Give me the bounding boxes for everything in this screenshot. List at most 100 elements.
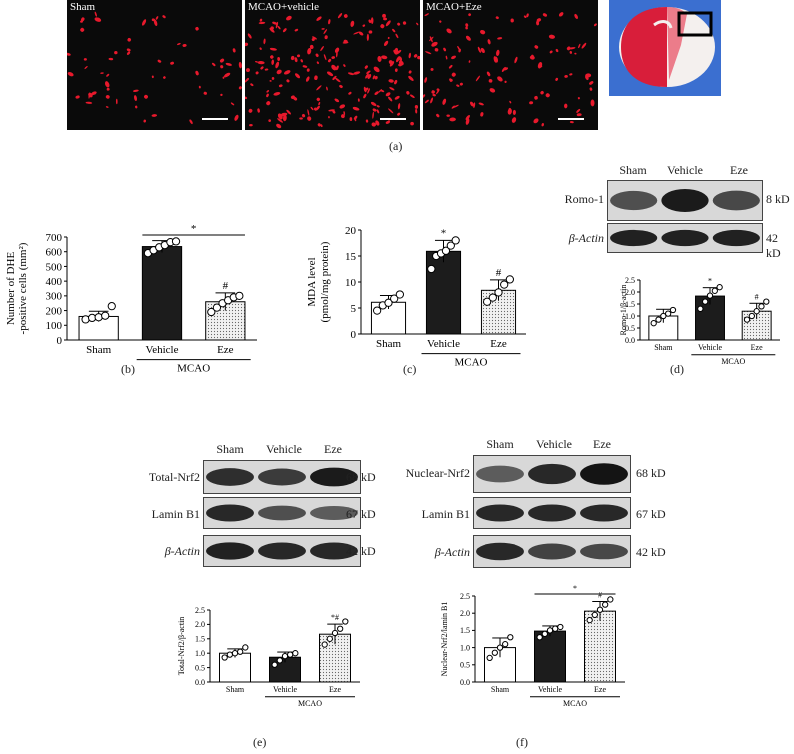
dhe-dot bbox=[385, 92, 391, 97]
dhe-dot bbox=[431, 41, 438, 47]
dhe-dot bbox=[153, 19, 158, 26]
dhe-dot bbox=[388, 108, 394, 114]
blot-strip-actin bbox=[203, 535, 361, 567]
data-point bbox=[390, 294, 399, 303]
blot-strip-nuclear-nrf2 bbox=[473, 455, 631, 493]
dhe-dot bbox=[365, 119, 369, 123]
chart-c: 0 5 10 15 20 MDA level (pmol/mg protein) Sham * V… bbox=[306, 225, 526, 369]
dhe-dot bbox=[277, 57, 281, 61]
dhe-dot bbox=[334, 98, 340, 103]
dhe-dot bbox=[365, 73, 369, 79]
blot-strip-actin bbox=[473, 535, 631, 568]
dhe-dot bbox=[266, 101, 271, 106]
dhe-dot bbox=[486, 71, 491, 77]
dhe-dot bbox=[487, 39, 491, 45]
dhe-dot bbox=[258, 21, 266, 25]
data-point bbox=[483, 297, 492, 306]
data-point bbox=[763, 298, 770, 305]
blot-band bbox=[528, 543, 576, 560]
dhe-dot bbox=[259, 18, 263, 22]
dhe-dot bbox=[269, 47, 277, 51]
y-tick-label: 0 bbox=[351, 329, 357, 341]
data-point bbox=[748, 312, 755, 320]
data-point bbox=[281, 652, 289, 660]
dhe-dot bbox=[512, 109, 516, 115]
data-point bbox=[235, 291, 244, 300]
blot-kd-label: 42 kD bbox=[346, 544, 376, 558]
dhe-dot bbox=[294, 73, 301, 79]
dhe-dot bbox=[195, 70, 199, 76]
dhe-dot bbox=[488, 79, 493, 83]
y-tick-label: 1.0 bbox=[460, 643, 470, 652]
dhe-dot bbox=[334, 47, 340, 53]
dhe-dot bbox=[290, 95, 295, 99]
blot-row-label: Nuclear-Nrf2 bbox=[405, 466, 470, 480]
dhe-dot bbox=[134, 105, 138, 109]
scale-bar bbox=[202, 118, 228, 120]
dhe-dot bbox=[259, 47, 262, 50]
blot-band bbox=[310, 505, 358, 521]
y-tick-label: 2.0 bbox=[625, 288, 635, 297]
data-point bbox=[697, 305, 704, 312]
dhe-dot bbox=[397, 22, 401, 26]
data-point bbox=[276, 657, 283, 664]
bar bbox=[219, 652, 251, 683]
panel-letter-e: (e) bbox=[253, 735, 267, 749]
dhe-dot bbox=[276, 69, 282, 75]
dhe-dot bbox=[465, 26, 468, 30]
dhe-dot bbox=[255, 71, 259, 75]
dhe-dot bbox=[126, 51, 131, 55]
data-point bbox=[441, 246, 451, 255]
dhe-dot bbox=[250, 83, 254, 87]
dhe-dot bbox=[415, 109, 418, 114]
western-blot-d: Sham Vehicle Eze Romo-1 8 kD β-Actin 42 … bbox=[552, 160, 794, 260]
dhe-dot bbox=[266, 90, 270, 93]
dhe-dot bbox=[465, 114, 470, 121]
blot-strip-actin bbox=[607, 223, 763, 253]
data-point bbox=[669, 306, 677, 314]
dhe-dot bbox=[496, 49, 500, 57]
dhe-dot bbox=[367, 88, 370, 94]
dhe-dot bbox=[323, 29, 328, 35]
x-tick-label: Vehicle bbox=[146, 344, 179, 356]
dhe-dot bbox=[468, 60, 471, 63]
data-point bbox=[107, 302, 116, 311]
dhe-dot bbox=[305, 76, 310, 82]
dhe-dot bbox=[395, 33, 399, 39]
data-point bbox=[753, 308, 760, 315]
dhe-dot bbox=[316, 16, 322, 21]
dhe-dot bbox=[316, 61, 319, 65]
y-tick-label: 1.5 bbox=[195, 635, 205, 644]
x-tick-label: Eze bbox=[217, 344, 234, 356]
dhe-dot bbox=[382, 13, 386, 18]
data-point bbox=[541, 630, 548, 637]
dhe-dot bbox=[478, 102, 484, 106]
dhe-dot bbox=[151, 114, 158, 117]
data-point bbox=[660, 312, 667, 320]
data-point bbox=[602, 601, 609, 608]
data-point bbox=[287, 651, 294, 658]
dhe-dot bbox=[380, 89, 385, 93]
blot-kd-label: 67 kD bbox=[636, 507, 666, 521]
dhe-dot bbox=[362, 24, 366, 27]
dhe-dot bbox=[581, 42, 587, 49]
significance-mark: * bbox=[573, 584, 577, 593]
dhe-dot bbox=[282, 114, 287, 122]
dhe-dot bbox=[306, 68, 310, 72]
dhe-dot bbox=[398, 56, 403, 62]
dhe-dot bbox=[545, 93, 550, 98]
dhe-dot bbox=[278, 84, 283, 88]
data-point bbox=[207, 307, 216, 317]
dhe-dot bbox=[410, 121, 414, 126]
dhe-dot bbox=[383, 17, 388, 21]
data-point bbox=[665, 310, 672, 317]
dhe-dot bbox=[189, 119, 193, 125]
dhe-dot bbox=[585, 73, 592, 78]
dhe-dot bbox=[143, 119, 147, 123]
dhe-dot bbox=[286, 15, 292, 21]
dhe-dot bbox=[541, 123, 544, 127]
dhe-dot bbox=[465, 23, 469, 27]
dhe-dot bbox=[417, 55, 420, 60]
data-point bbox=[488, 293, 497, 302]
dhe-dot bbox=[434, 48, 439, 52]
